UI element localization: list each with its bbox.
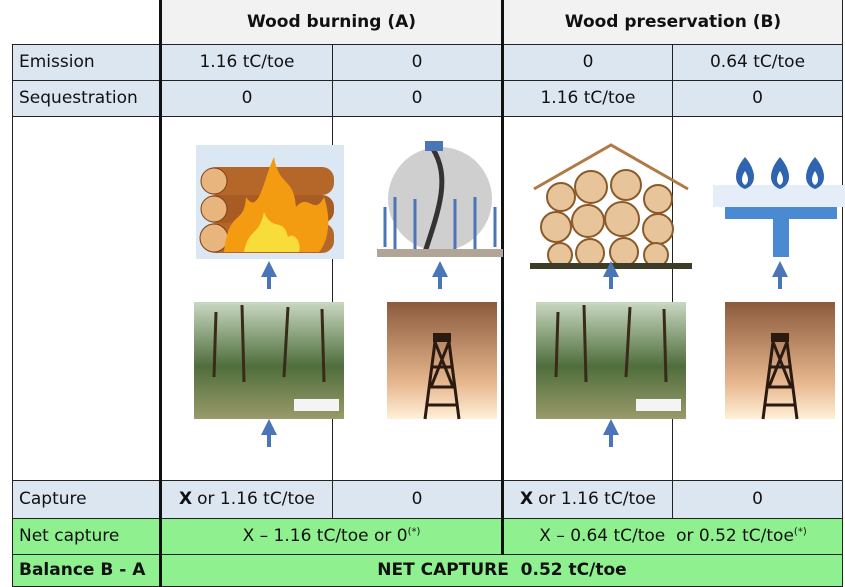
cell: 0	[503, 44, 673, 80]
row-label: Capture	[13, 480, 161, 518]
bold-x: X	[179, 489, 192, 509]
sequestration-row: Sequestration 0 0 1.16 tC/toe 0	[13, 80, 843, 116]
cell: 0	[673, 80, 843, 116]
cell-text: or 1.16 tC/toe	[197, 489, 315, 509]
header-cell: Wood burning (A)	[161, 0, 503, 44]
image-cell	[333, 116, 503, 480]
illustration	[184, 137, 354, 455]
cell-text: or 1.16 tC/toe	[538, 489, 656, 509]
row-label: Net capture	[13, 518, 161, 554]
bold-x: X	[520, 489, 533, 509]
illustration	[526, 137, 696, 455]
cell: 1.16 tC/toe	[503, 80, 673, 116]
corner	[13, 0, 161, 44]
cell: 1.16 tC/toe	[161, 44, 333, 80]
cell: X – 1.16 tC/toe or 0(*)	[161, 518, 503, 554]
header-cell: Wood preservation (B)	[503, 0, 843, 44]
cell: 0	[161, 80, 333, 116]
footnote-mark: (*)	[408, 526, 421, 537]
header-row: Wood burning (A) Wood preservation (B)	[13, 0, 843, 44]
cell: NET CAPTURE 0.52 tC/toe	[161, 554, 843, 586]
illustration	[695, 137, 845, 455]
image-cell	[673, 116, 843, 480]
image-cell	[161, 116, 333, 480]
empty-cell	[13, 116, 161, 480]
cell: X – 0.64 tC/toe or 0.52 tC/toe(*)	[503, 518, 843, 554]
cell: 0	[333, 480, 503, 518]
footnote-mark: (*)	[794, 526, 807, 537]
cell: 0	[333, 44, 503, 80]
net-capture-row: Net capture X – 1.16 tC/toe or 0(*) X – …	[13, 518, 843, 554]
cell-text: X – 0.64 tC/toe or 0.52 tC/toe	[539, 526, 794, 546]
row-label: Sequestration	[13, 80, 161, 116]
cell: 0.64 tC/toe	[673, 44, 843, 80]
illustration	[355, 137, 525, 455]
row-label: Emission	[13, 44, 161, 80]
page: Wood burning (A) Wood preservation (B) E…	[0, 0, 845, 542]
balance-row: Balance B - A NET CAPTURE 0.52 tC/toe	[13, 554, 843, 586]
cell: 0	[333, 80, 503, 116]
comparison-table: Wood burning (A) Wood preservation (B) E…	[12, 0, 843, 587]
image-row	[13, 116, 843, 480]
image-cell	[503, 116, 673, 480]
row-label: Balance B - A	[13, 554, 161, 586]
cell-text: X – 1.16 tC/toe or 0	[243, 526, 408, 546]
emission-row: Emission 1.16 tC/toe 0 0 0.64 tC/toe	[13, 44, 843, 80]
cell: 0	[673, 480, 843, 518]
